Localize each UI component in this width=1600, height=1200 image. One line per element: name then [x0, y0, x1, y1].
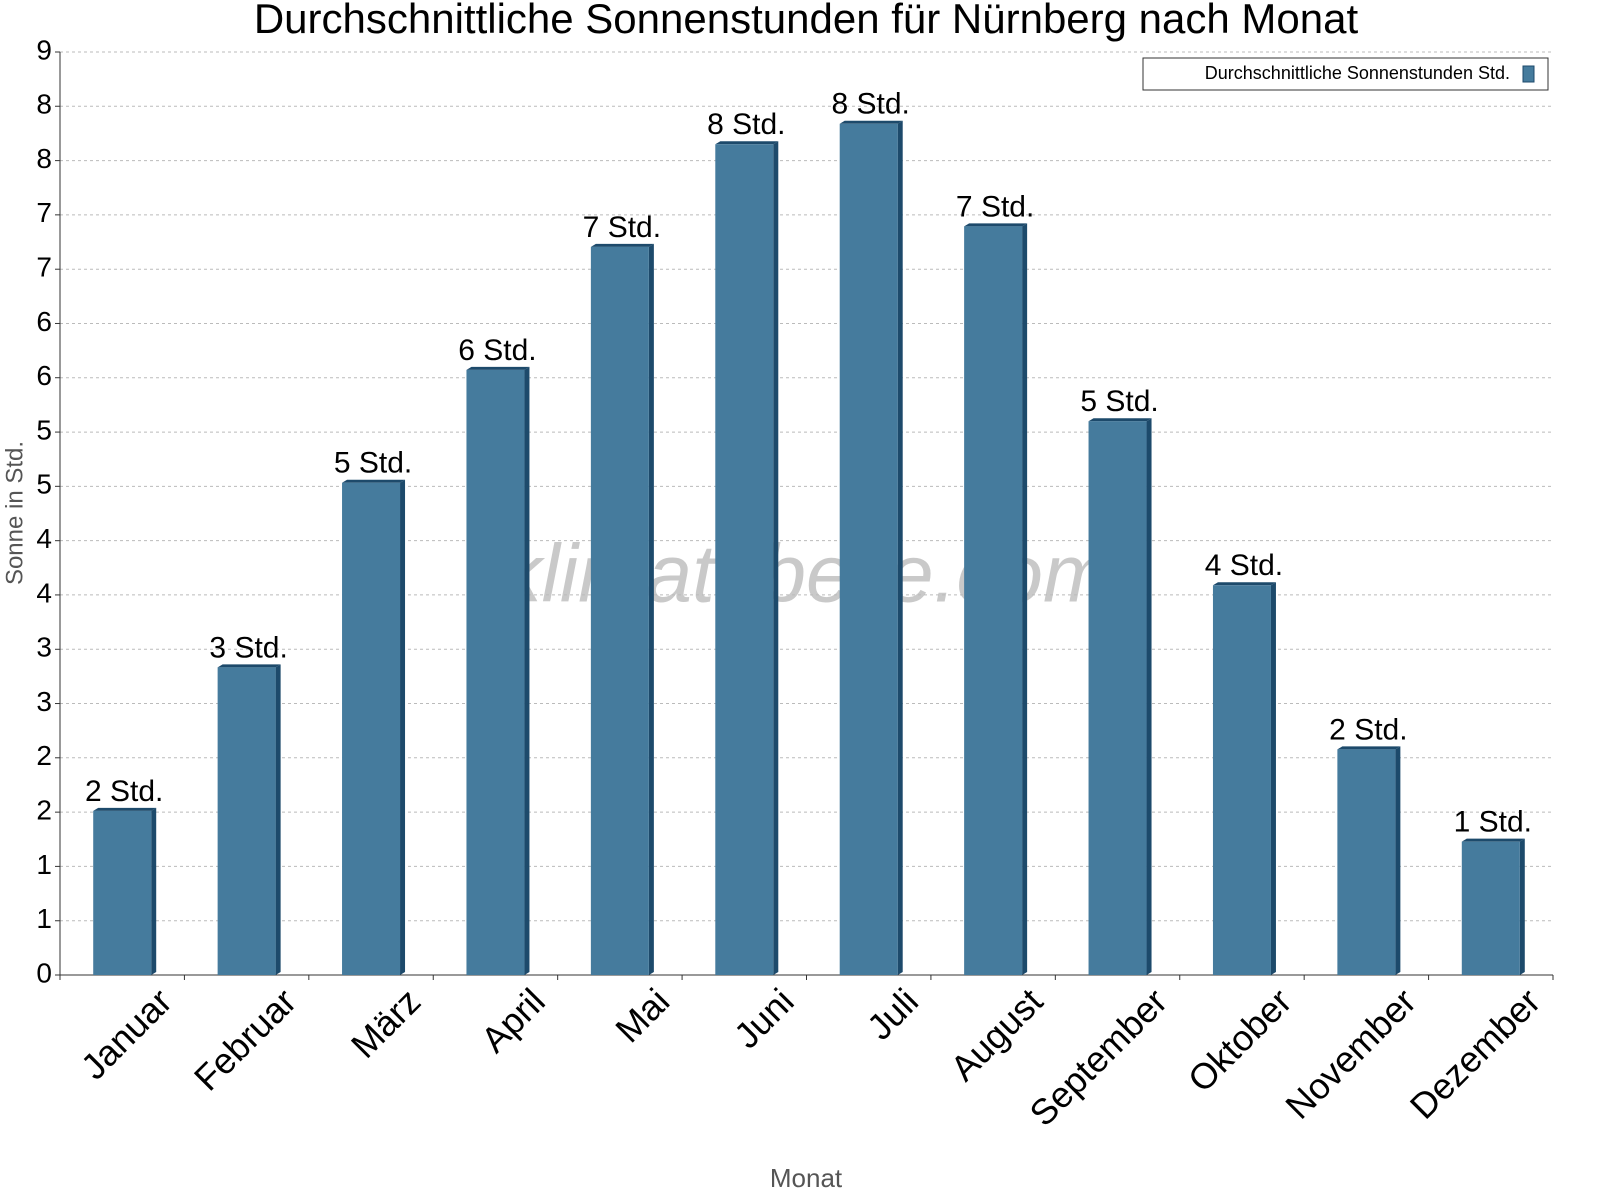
- x-tick-label: Januar: [73, 980, 180, 1087]
- bar-side: [1146, 418, 1152, 975]
- value-label: 2 Std.: [1329, 713, 1407, 746]
- value-label: 6 Std.: [458, 334, 536, 367]
- bar-top: [1461, 838, 1525, 842]
- y-tick-label: 3: [36, 686, 52, 717]
- bar-group: [1088, 418, 1152, 975]
- bar: [1461, 841, 1520, 975]
- x-tick-label: Juni: [726, 980, 802, 1056]
- bar-group: [466, 366, 530, 975]
- bar: [1337, 749, 1396, 975]
- bar-group: [590, 243, 654, 975]
- y-tick-label: 1: [36, 849, 52, 880]
- bar-top: [1212, 582, 1276, 586]
- value-label: 7 Std.: [583, 211, 661, 244]
- bar: [1212, 585, 1271, 975]
- bar-side: [1519, 838, 1525, 975]
- bar: [715, 144, 774, 976]
- bar-top: [1088, 418, 1152, 422]
- bar-side: [1270, 582, 1276, 975]
- bar-side: [275, 664, 281, 975]
- bar-side: [151, 807, 157, 975]
- bar-group: [1212, 582, 1276, 975]
- y-tick-label: 8: [36, 143, 52, 174]
- bar-group: [93, 807, 157, 975]
- x-tick-label: April: [473, 980, 553, 1060]
- bar: [342, 482, 401, 975]
- bar-top: [1337, 746, 1401, 750]
- value-label: 4 Std.: [1205, 549, 1283, 582]
- legend-label: Durchschnittliche Sonnenstunden Std.: [1205, 63, 1510, 83]
- bar-top: [715, 141, 779, 145]
- x-tick-label: Oktober: [1180, 980, 1300, 1100]
- y-tick-label: 3: [36, 632, 52, 663]
- bar-top: [217, 664, 281, 668]
- bar-side: [773, 141, 779, 976]
- bar-group: [1337, 746, 1401, 975]
- y-tick-label: 7: [36, 252, 52, 283]
- bar-group: [1461, 838, 1525, 975]
- y-tick-label: 9: [36, 34, 52, 65]
- bar-top: [342, 479, 406, 483]
- value-label: 3 Std.: [209, 631, 287, 664]
- y-tick-label: 2: [36, 795, 52, 826]
- bar-group: [839, 120, 903, 976]
- bar: [93, 810, 152, 975]
- bar: [1088, 421, 1147, 975]
- bar-side: [400, 479, 406, 975]
- bar-top: [964, 223, 1028, 227]
- bar: [466, 369, 525, 975]
- bar-group: [342, 479, 406, 975]
- x-tick-label: August: [942, 980, 1050, 1088]
- y-tick-label: 5: [36, 469, 52, 500]
- y-tick-label: 6: [36, 360, 52, 391]
- y-axis-label: Sonne in Std.: [1, 441, 28, 585]
- value-label: 7 Std.: [956, 190, 1034, 223]
- bar-top: [590, 243, 654, 247]
- x-tick-label: Juli: [859, 980, 926, 1047]
- bar: [217, 667, 276, 975]
- legend-box: [1142, 57, 1549, 91]
- y-tick-label: 1: [36, 903, 52, 934]
- y-tick-label: 6: [36, 306, 52, 337]
- chart-title: Durchschnittliche Sonnenstunden für Nürn…: [254, 0, 1359, 42]
- bar-side: [648, 243, 654, 975]
- x-tick-label: Mai: [607, 980, 677, 1050]
- bar: [839, 123, 898, 976]
- bar-side: [524, 366, 530, 975]
- x-tick-label: Dezember: [1402, 980, 1548, 1126]
- y-tick-label: 5: [36, 414, 52, 445]
- y-tick-label: 4: [36, 523, 52, 554]
- y-tick-label: 8: [36, 89, 52, 120]
- x-tick-label: November: [1277, 980, 1423, 1126]
- x-tick-label: Februar: [186, 980, 304, 1098]
- legend-swatch: [1522, 65, 1535, 83]
- value-label: 5 Std.: [334, 447, 412, 480]
- y-tick-label: 2: [36, 740, 52, 771]
- value-label: 8 Std.: [832, 88, 910, 121]
- bar-group: [217, 664, 281, 975]
- bar-side: [897, 120, 903, 976]
- bar: [590, 246, 649, 975]
- y-tick-label: 7: [36, 197, 52, 228]
- bar-top: [93, 807, 157, 811]
- legend: Durchschnittliche Sonnenstunden Std.: [1142, 57, 1549, 91]
- x-axis-label: Monat: [770, 1163, 843, 1193]
- bar-group: [715, 141, 779, 976]
- x-tick-label: März: [343, 980, 429, 1066]
- bar-side: [1022, 223, 1028, 975]
- y-tick-label: 0: [36, 957, 52, 988]
- bar-top: [466, 366, 530, 370]
- bar-top: [839, 120, 903, 124]
- bar-group: [964, 223, 1028, 975]
- y-tick-label: 4: [36, 577, 52, 608]
- value-label: 2 Std.: [85, 775, 163, 808]
- bar-side: [1395, 746, 1401, 975]
- value-label: 8 Std.: [707, 108, 785, 141]
- value-label: 1 Std.: [1454, 806, 1532, 839]
- bar: [964, 226, 1023, 975]
- value-label: 5 Std.: [1080, 385, 1158, 418]
